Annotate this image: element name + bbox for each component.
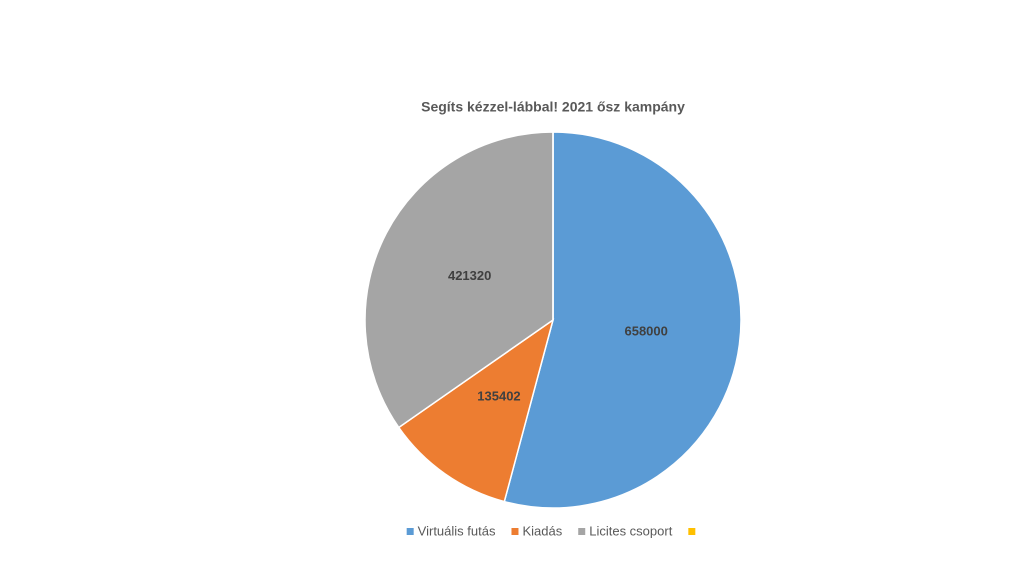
data-label: 658000 (624, 324, 667, 339)
legend-marker (688, 528, 696, 535)
data-label: 135402 (477, 388, 520, 403)
legend-marker (406, 528, 414, 535)
pie-slice (503, 131, 742, 509)
legend-label: Virtuális futás (418, 523, 496, 538)
legend-marker (511, 528, 519, 535)
pie-slice (364, 131, 554, 429)
pie-slice (397, 318, 555, 503)
legend-marker (578, 528, 586, 535)
chart-title: Segíts kézzel-lábbal! 2021 ősz kampány (421, 99, 685, 115)
legend-label: Kiadás (522, 523, 562, 538)
data-label: 421320 (448, 268, 491, 283)
legend-label: Licites csoport (589, 523, 672, 538)
